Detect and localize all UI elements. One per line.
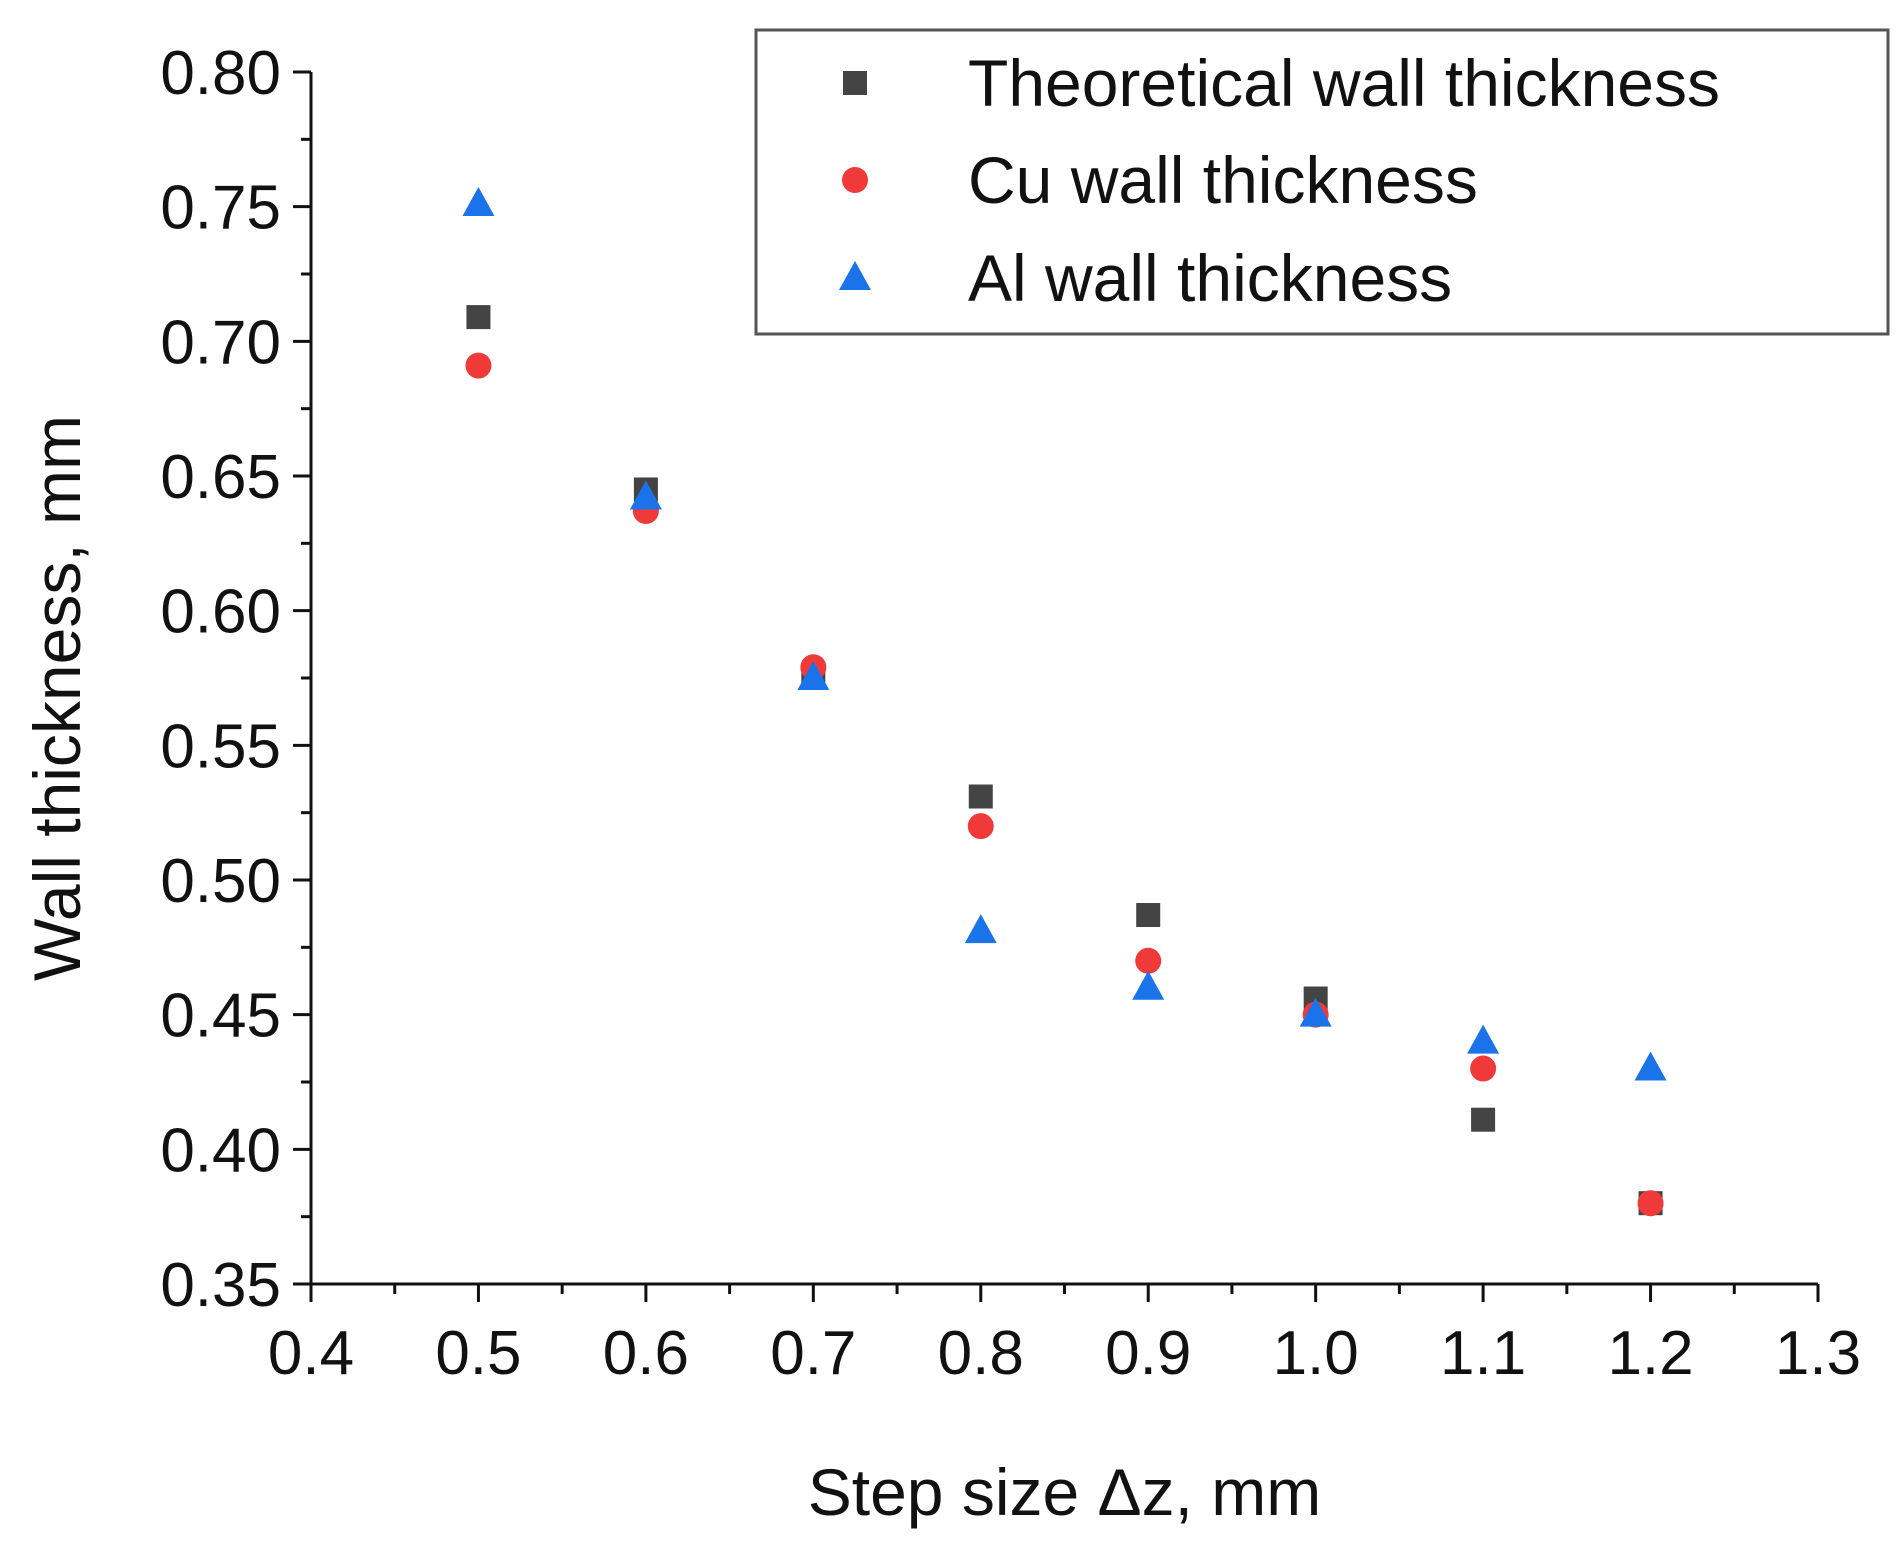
- x-tick-label: 0.7: [770, 1319, 856, 1388]
- data-point: [466, 305, 491, 330]
- data-point: [462, 186, 495, 216]
- data-point: [968, 784, 993, 809]
- x-tick-label: 1.0: [1273, 1319, 1359, 1388]
- y-tick-label: 0.40: [160, 1116, 281, 1185]
- series-2: [462, 186, 1667, 1081]
- data-point: [1135, 947, 1162, 974]
- legend-label: Theoretical wall thickness: [968, 46, 1720, 120]
- x-tick-label: 1.2: [1607, 1319, 1693, 1388]
- data-point: [964, 914, 997, 944]
- y-tick-label: 0.70: [160, 308, 281, 377]
- y-tick-label: 0.35: [160, 1251, 281, 1320]
- data-point: [1471, 1107, 1496, 1132]
- legend-label: Al wall thickness: [968, 241, 1452, 315]
- y-tick-label: 0.45: [160, 982, 281, 1051]
- y-tick-label: 0.80: [160, 39, 281, 108]
- x-tick-label: 1.3: [1775, 1319, 1861, 1388]
- x-axis-title: Step size Δz, mm: [808, 1455, 1322, 1529]
- data-point: [465, 352, 492, 379]
- legend-label: Cu wall thickness: [968, 143, 1478, 217]
- y-tick-label: 0.75: [160, 174, 281, 243]
- data-point: [967, 813, 994, 840]
- x-tick-label: 0.5: [435, 1319, 521, 1388]
- x-tick-label: 0.9: [1105, 1319, 1191, 1388]
- y-tick-label: 0.50: [160, 847, 281, 916]
- data-point: [1637, 1190, 1664, 1217]
- data-point: [1299, 997, 1332, 1027]
- x-tick-label: 0.4: [268, 1319, 354, 1388]
- data-point: [1467, 1024, 1500, 1054]
- y-tick-label: 0.65: [160, 443, 281, 512]
- legend-marker: [839, 261, 871, 290]
- x-tick-label: 1.1: [1440, 1319, 1526, 1388]
- y-tick-label: 0.60: [160, 578, 281, 647]
- legend-marker: [843, 71, 867, 95]
- y-axis-title: Wall thickness, mm: [20, 415, 94, 981]
- plot-area: 0.4 0.5 0.6 0.7 0.8 0.9 1.0 1.1 1.2 1.3 0.35 0.40 0.…: [20, 39, 1861, 1529]
- x-tick-label: 0.6: [603, 1319, 689, 1388]
- data-point: [1470, 1055, 1497, 1082]
- legend-box: [754, 28, 1890, 336]
- data-point: [629, 480, 662, 510]
- data-point: [1136, 903, 1161, 928]
- y-tick-label: 0.55: [160, 712, 281, 781]
- data-point: [1132, 970, 1165, 1000]
- data-point: [797, 661, 830, 690]
- legend: Theoretical wall thickness Cu wall thickn…: [754, 28, 1890, 336]
- legend-marker: [842, 167, 868, 193]
- x-tick-label: 0.8: [938, 1319, 1024, 1388]
- data-point: [1634, 1051, 1667, 1081]
